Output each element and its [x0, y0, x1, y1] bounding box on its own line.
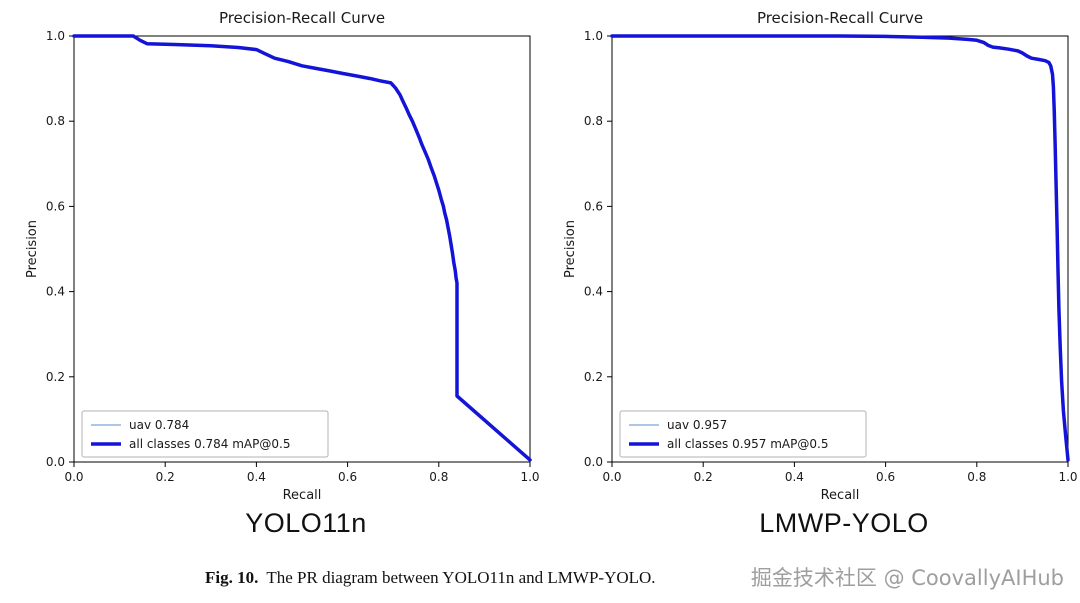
x-tick-label: 1.0 [520, 470, 539, 484]
model-label-yolo11n: YOLO11n [245, 508, 367, 538]
pr-curve [611, 35, 1069, 461]
legend-label: all classes 0.784 mAP@0.5 [129, 437, 290, 451]
x-axis-label: Recall [821, 488, 860, 503]
chart-yolo11n: Precision-Recall Curve 0.0 0.2 0.4 0.6 0.8 1.0… [22, 4, 542, 539]
x-tick-label: 0.4 [247, 470, 266, 484]
x-tick-label: 0.0 [64, 470, 83, 484]
y-axis-label: Precision [25, 220, 40, 278]
pr-curve [610, 34, 1070, 462]
y-tick-label: 1.0 [584, 29, 603, 43]
chart-lmwp-yolo: Precision-Recall Curve 0.0 0.2 0.4 0.6 0.8 1.0… [560, 4, 1080, 539]
pr-curve [72, 34, 532, 462]
y-tick-label: 0.0 [584, 455, 603, 469]
y-tick-label: 0.2 [584, 370, 603, 384]
chart-title: Precision-Recall Curve [757, 9, 923, 27]
y-tick-label: 1.0 [46, 29, 65, 43]
figure-caption-text: The PR diagram between YOLO11n and LMWP-… [266, 568, 656, 587]
legend-box [619, 410, 867, 458]
y-tick-label: 0.2 [46, 370, 65, 384]
legend-box [81, 410, 329, 458]
x-tick-label: 0.8 [967, 470, 986, 484]
y-tick-label: 0.0 [46, 455, 65, 469]
x-tick-label: 0.6 [876, 470, 895, 484]
x-tick-label: 1.0 [1058, 470, 1077, 484]
chart-title: Precision-Recall Curve [219, 9, 385, 27]
x-tick-label: 0.4 [785, 470, 804, 484]
y-axis-label: Precision [563, 220, 578, 278]
pr-plot-yolo11n: Precision-Recall Curve 0.0 0.2 0.4 0.6 0.8 1.0… [25, 9, 540, 503]
x-tick-label: 0.8 [429, 470, 448, 484]
pr-plot-lmwp-yolo: Precision-Recall Curve 0.0 0.2 0.4 0.6 0.8 1.0… [563, 9, 1078, 503]
y-tick-label: 0.4 [46, 285, 65, 299]
figure-caption: Fig. 10. The PR diagram between YOLO11n a… [205, 568, 656, 588]
x-tick-label: 0.2 [694, 470, 713, 484]
pr-curve [73, 35, 531, 461]
x-tick-label: 0.2 [156, 470, 175, 484]
legend-label: uav 0.957 [667, 418, 727, 432]
y-tick-label: 0.8 [46, 114, 65, 128]
watermark: 掘金技术社区 @ CoovallyAIHub [750, 566, 1064, 590]
plot-frame [73, 35, 531, 463]
x-axis-label: Recall [283, 488, 322, 503]
y-tick-label: 0.6 [584, 199, 603, 213]
legend-label: uav 0.784 [129, 418, 189, 432]
y-tick-label: 0.4 [584, 285, 603, 299]
plot-frame [611, 35, 1069, 463]
figure-caption-number: Fig. 10. [205, 568, 259, 587]
model-label-lmwp-yolo: LMWP-YOLO [759, 508, 929, 538]
x-tick-label: 0.6 [338, 470, 357, 484]
pr-charts-row: Precision-Recall Curve 0.0 0.2 0.4 0.6 0.8 1.0… [22, 4, 1080, 539]
y-tick-label: 0.8 [584, 114, 603, 128]
x-tick-label: 0.0 [602, 470, 621, 484]
legend-label: all classes 0.957 mAP@0.5 [667, 437, 828, 451]
y-tick-label: 0.6 [46, 199, 65, 213]
